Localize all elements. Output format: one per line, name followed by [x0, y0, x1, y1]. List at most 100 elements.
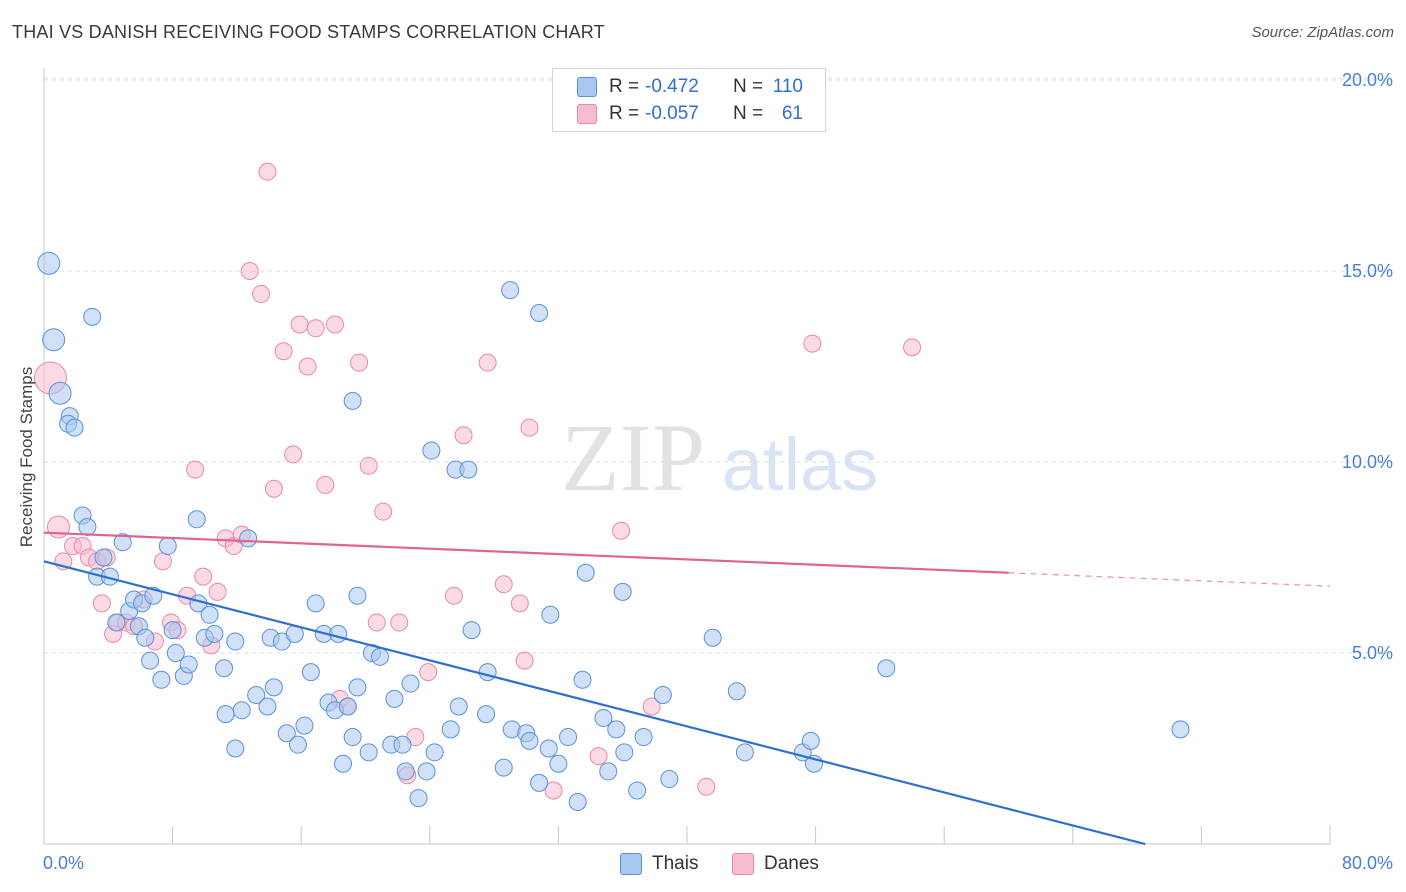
- y-tick-label: 15.0%: [1342, 261, 1393, 281]
- gridlines: [44, 77, 1392, 654]
- thais-point: [65, 418, 84, 437]
- thais-point: [549, 754, 568, 773]
- thais-point: [576, 563, 595, 582]
- y-tick-label: 5.0%: [1352, 643, 1393, 663]
- y-tick-label: 10.0%: [1342, 452, 1393, 472]
- danes-point: [903, 338, 922, 357]
- thais-point: [348, 678, 367, 697]
- thais-point: [422, 441, 441, 460]
- thais-trendline: [43, 560, 1146, 846]
- danes-swatch: [732, 853, 754, 875]
- thais-label: Thais: [652, 853, 699, 874]
- thais-point: [152, 670, 171, 689]
- thais-point: [401, 674, 420, 693]
- thais-point: [215, 659, 234, 678]
- danes-point: [306, 319, 325, 338]
- thais-point: [301, 663, 320, 682]
- thais-point: [478, 663, 497, 682]
- thais-point: [158, 537, 177, 556]
- thais-point: [141, 651, 160, 670]
- n-label: N =: [733, 76, 764, 97]
- r-label: R =: [609, 103, 640, 124]
- thais-point: [477, 705, 496, 724]
- thais-point: [441, 720, 460, 739]
- danes-point: [359, 456, 378, 475]
- danes-point: [478, 353, 497, 372]
- danes-point: [515, 651, 534, 670]
- danes-point: [290, 315, 309, 334]
- n-value: 110: [772, 76, 803, 97]
- danes-point: [520, 418, 539, 437]
- x-tick-label: 80.0%: [1342, 853, 1393, 873]
- thais-point: [78, 517, 97, 536]
- thais-point: [42, 328, 66, 352]
- watermark-zip: ZIP: [561, 404, 705, 511]
- y-tick-label: 20.0%: [1342, 70, 1393, 90]
- thais-swatch: [620, 853, 642, 875]
- thais-point: [348, 586, 367, 605]
- danes-point: [325, 315, 344, 334]
- thais-point: [501, 281, 520, 300]
- thais-point: [568, 792, 587, 811]
- thais-point: [94, 548, 113, 567]
- thais-point: [216, 705, 235, 724]
- danes-point: [186, 460, 205, 479]
- thais-point: [409, 789, 428, 808]
- thais-point: [727, 682, 746, 701]
- danes-point: [589, 747, 608, 766]
- danes-point: [544, 781, 563, 800]
- tick-labels: 5.0% 10.0% 15.0% 20.0% 0.0% 80.0%: [43, 70, 1393, 873]
- thais-point: [573, 670, 592, 689]
- thais-point: [494, 758, 513, 777]
- source-label: Source: ZipAtlas.com: [1251, 24, 1394, 41]
- danes-point: [153, 552, 172, 571]
- thais-point: [530, 773, 549, 792]
- thais-point: [226, 632, 245, 651]
- danes-point: [350, 353, 369, 372]
- thais-point: [288, 735, 307, 754]
- thais-point: [599, 762, 618, 781]
- thais-point: [200, 605, 219, 624]
- legend-row-danes: R = -0.057 N = 61: [553, 101, 803, 127]
- danes-point: [642, 697, 661, 716]
- r-value: -0.472: [645, 76, 699, 97]
- thais-point: [205, 624, 224, 643]
- danes-point: [252, 284, 271, 303]
- danes-point: [494, 575, 513, 594]
- thais-point: [258, 697, 277, 716]
- thais-point: [396, 762, 415, 781]
- chart-title: THAI VS DANISH RECEIVING FOOD STAMPS COR…: [12, 22, 605, 42]
- thais-point: [136, 628, 155, 647]
- thais-point: [295, 716, 314, 735]
- danes-point: [264, 479, 283, 498]
- thais-point: [594, 708, 613, 727]
- thais-point: [735, 743, 754, 762]
- danes-point: [274, 342, 293, 361]
- thais-point: [613, 582, 632, 601]
- watermark-atlas: atlas: [722, 423, 878, 506]
- thais-point: [329, 624, 348, 643]
- y-axis-label: Receiving Food Stamps: [17, 367, 36, 547]
- thais-point: [83, 307, 102, 326]
- thais-point: [459, 460, 478, 479]
- danes-point: [92, 594, 111, 613]
- thais-point: [113, 533, 132, 552]
- danes-trendline-extension: [1008, 572, 1331, 587]
- trendlines: [43, 531, 1331, 846]
- thais-point: [801, 731, 820, 750]
- thais-point: [1171, 720, 1190, 739]
- thais-point: [417, 762, 436, 781]
- thais-point: [226, 739, 245, 758]
- thais-point: [277, 724, 296, 743]
- thais-point: [343, 728, 362, 747]
- x-tick-label: 0.0%: [43, 853, 84, 873]
- thais-point: [187, 510, 206, 529]
- danes-point: [374, 502, 393, 521]
- danes-point: [444, 586, 463, 605]
- thais-point: [232, 701, 251, 720]
- thais-point: [264, 678, 283, 697]
- danes-point: [258, 162, 277, 181]
- thais-point: [48, 381, 72, 405]
- r-label: R =: [609, 76, 640, 97]
